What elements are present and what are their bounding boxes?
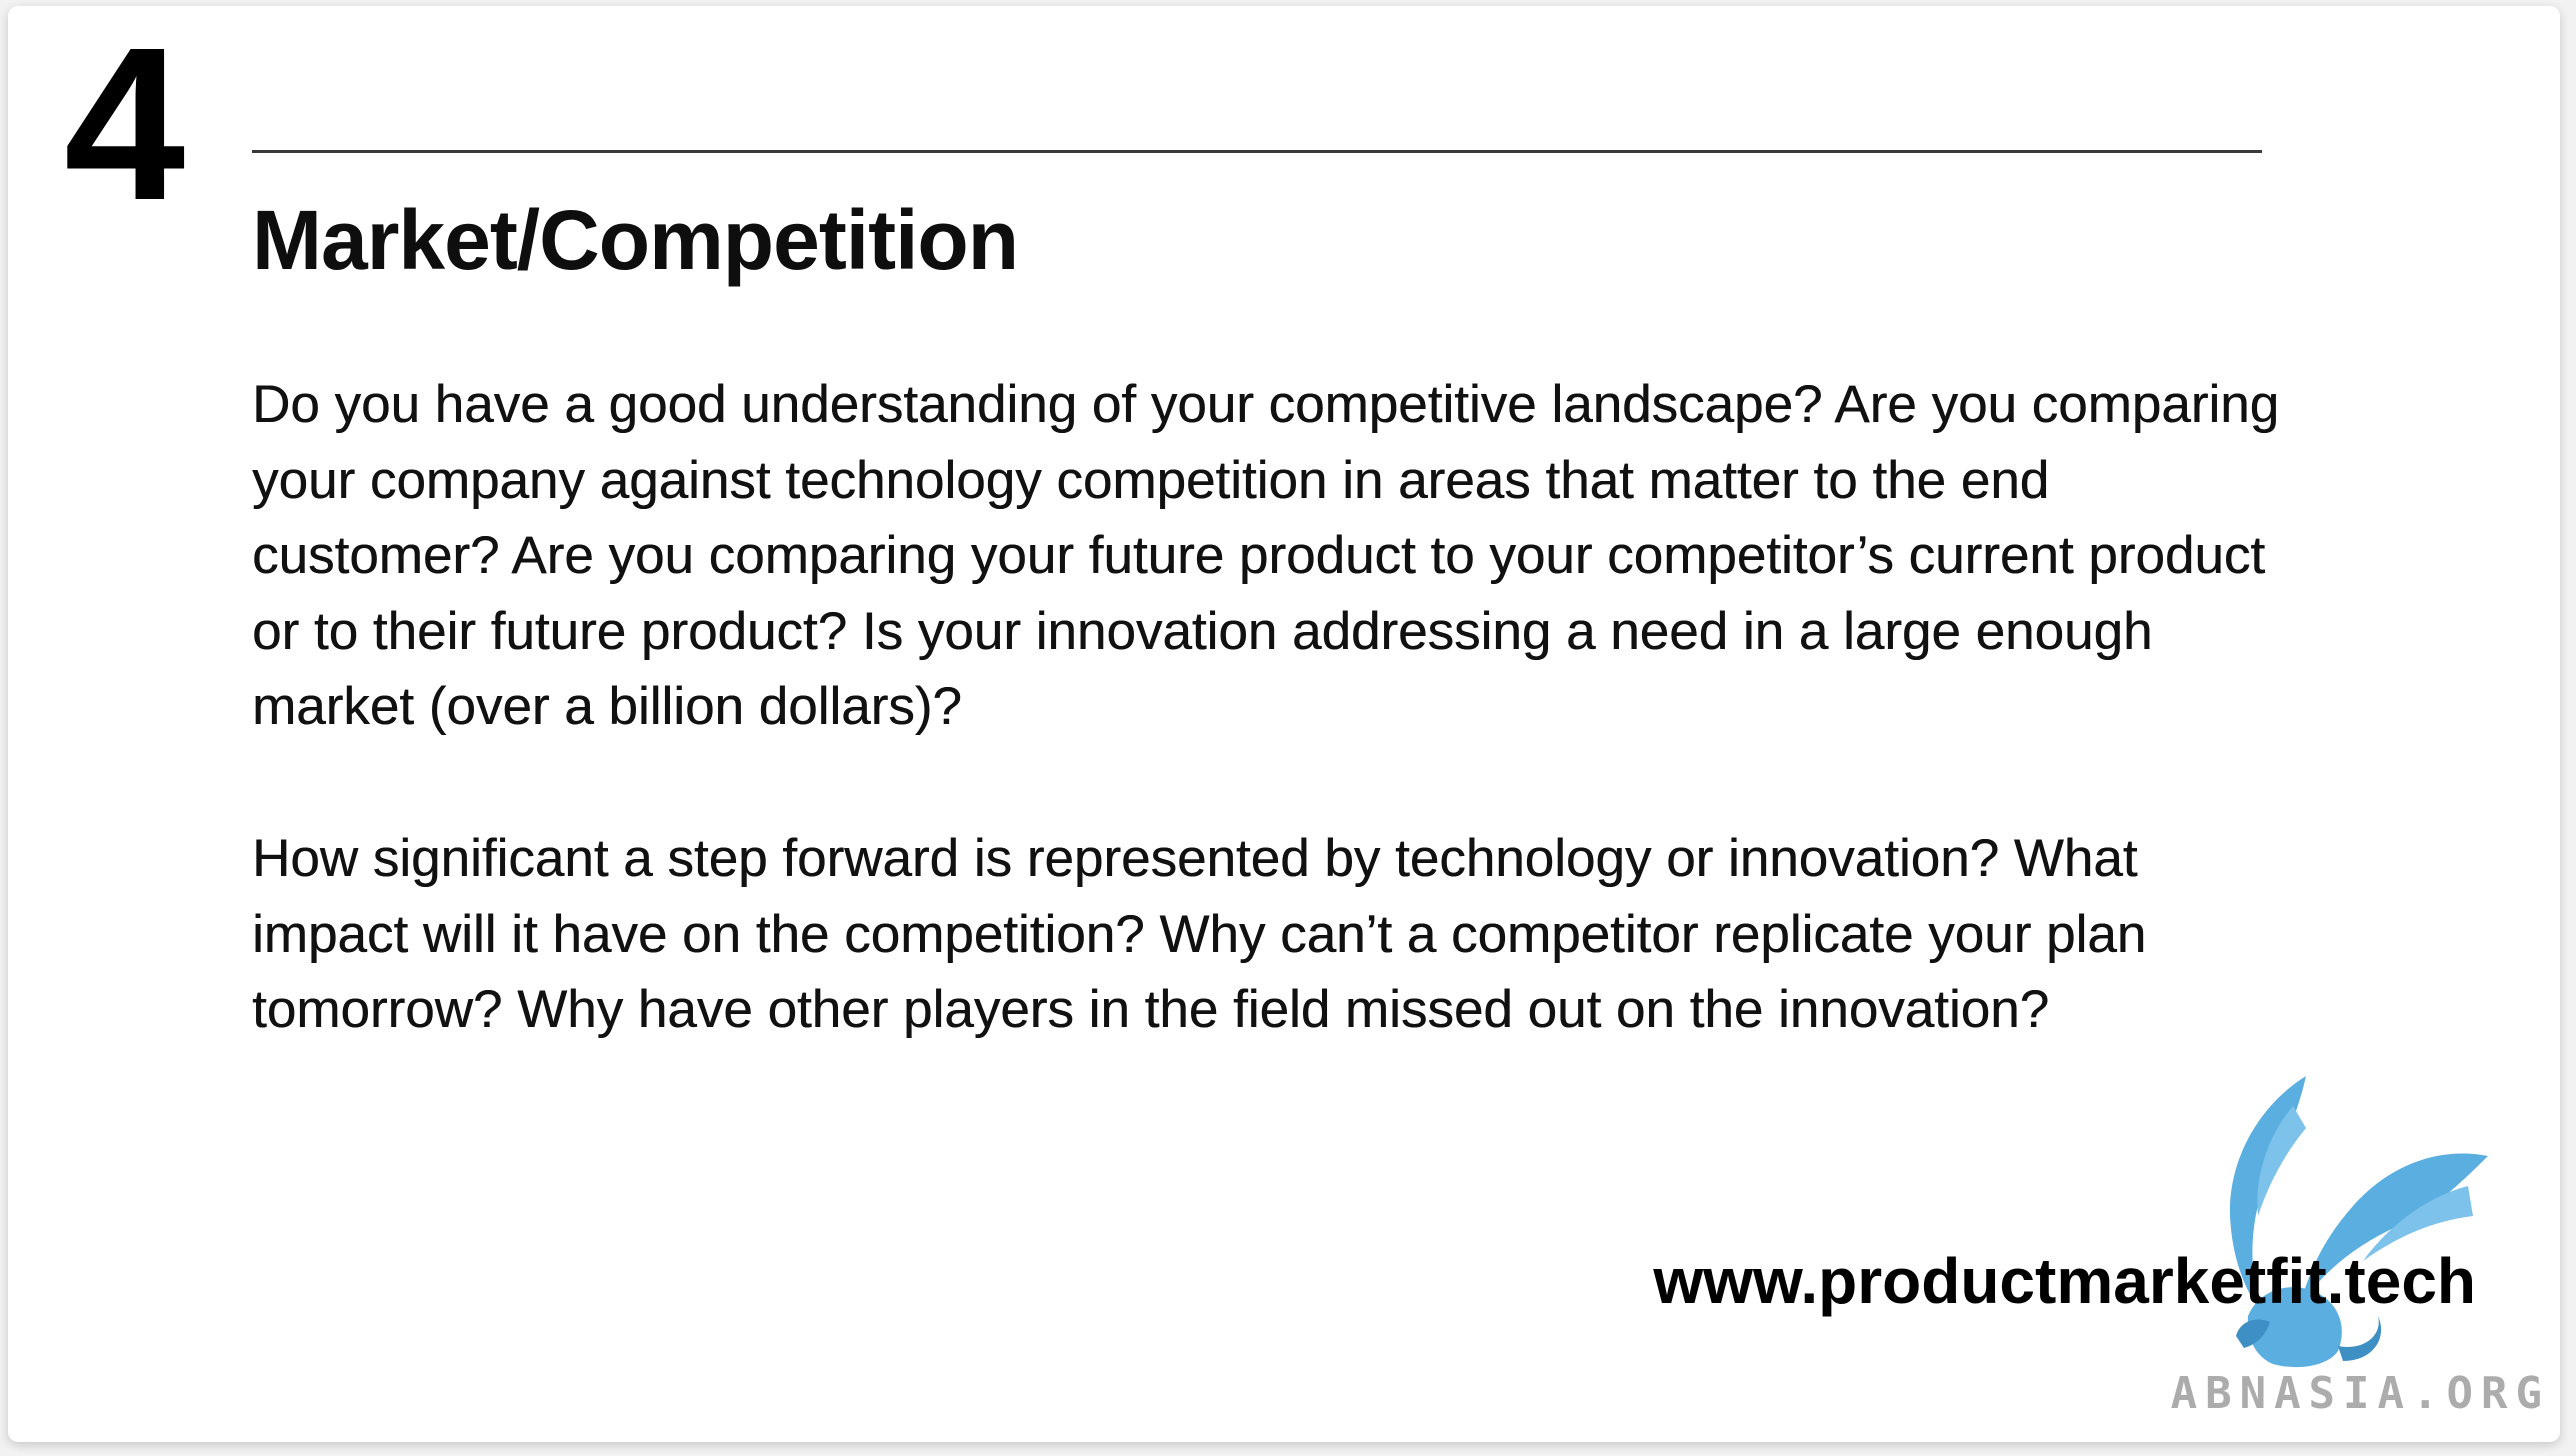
slide-title: Market/Competition xyxy=(252,193,1019,287)
watermark: ABNASIA.ORG xyxy=(2170,1368,2550,1419)
website-url: www.productmarketfit.tech xyxy=(1653,1245,2476,1317)
section-number: 4 xyxy=(64,6,185,246)
slide: 4 Market/Competition Do you have a good … xyxy=(8,6,2560,1442)
winged-griffin-icon xyxy=(2229,1076,2488,1368)
divider-line xyxy=(252,150,2262,153)
body-paragraph-2: How significant a step forward is repres… xyxy=(252,829,2147,1039)
body-paragraph-1: Do you have a good understanding of your… xyxy=(252,375,2280,736)
